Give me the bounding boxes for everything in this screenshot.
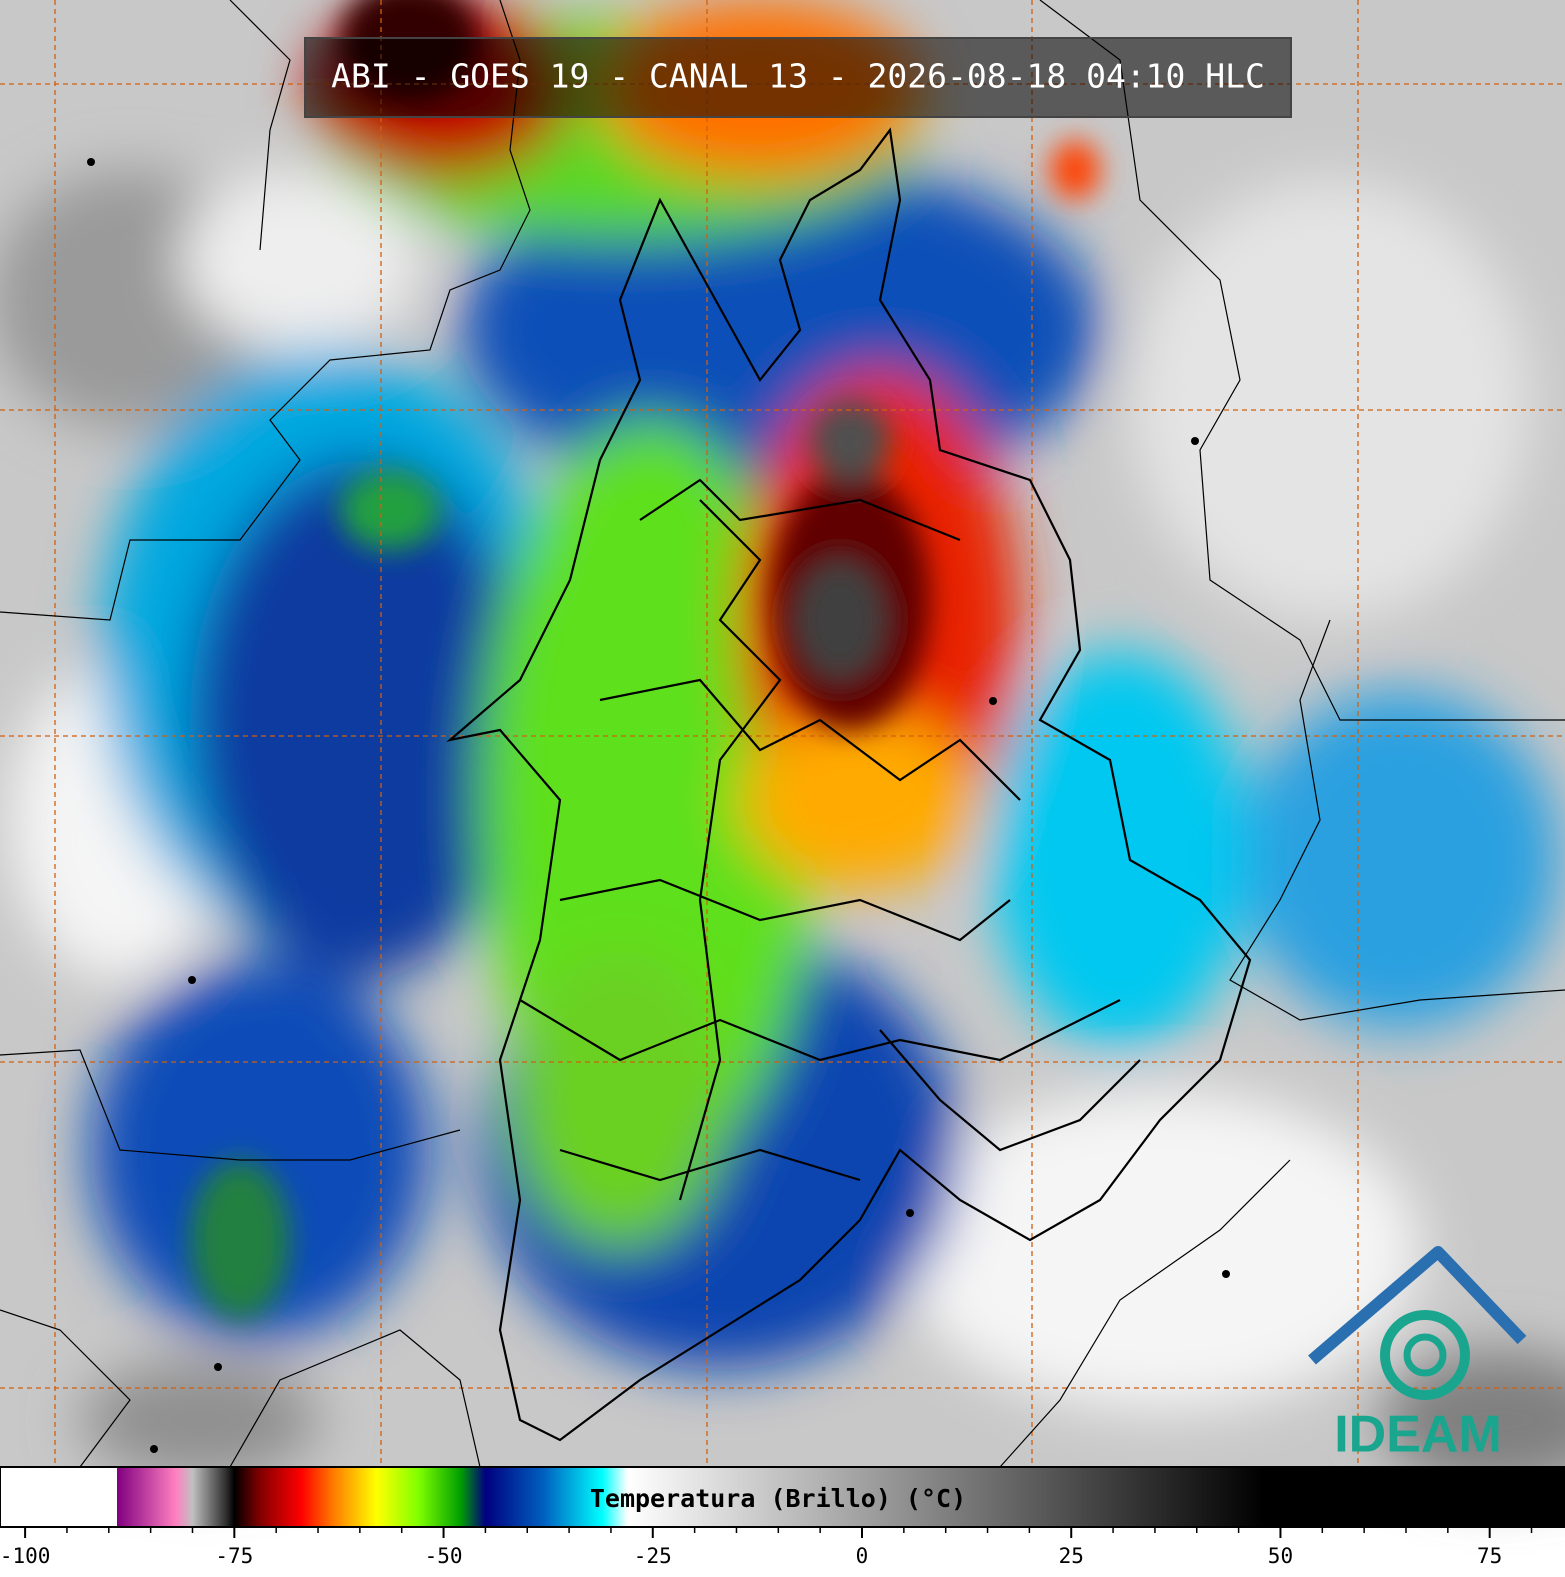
- title-box: [304, 37, 1292, 118]
- tick-label: 0: [856, 1544, 869, 1568]
- colorbar-label: Temperatura (Brillo) (°C): [590, 1484, 966, 1513]
- tick-label: -50: [425, 1544, 463, 1568]
- colorbar: Temperatura (Brillo) (°C) -100 -75 -50 -25 0…: [0, 1466, 1565, 1568]
- colorbar-gradient: [0, 1466, 1565, 1528]
- tick-label: 50: [1268, 1544, 1293, 1568]
- tick-label: -75: [215, 1544, 253, 1568]
- logo: IDEAM: [1308, 1246, 1527, 1464]
- satellite-map: [0, 0, 1565, 1490]
- logo-text: IDEAM: [1334, 1406, 1502, 1464]
- tick-label: -100: [0, 1544, 50, 1568]
- tick-label: 75: [1477, 1544, 1502, 1568]
- tick-label: -25: [634, 1544, 672, 1568]
- tick-label: 25: [1059, 1544, 1084, 1568]
- map-title: ABI - GOES 19 - CANAL 13 - 2026-08-18 04…: [331, 57, 1265, 96]
